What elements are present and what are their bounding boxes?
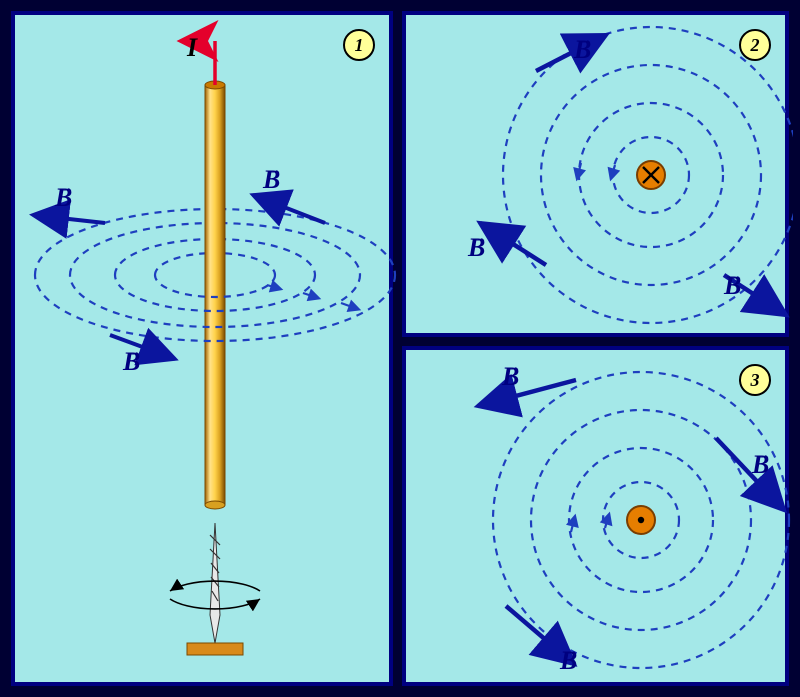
b-label-p2-2: →B [468, 233, 485, 263]
b-label-p1-2: →B [263, 165, 280, 195]
current-out-of-page [627, 506, 655, 534]
panel-3-svg [406, 350, 793, 690]
b-label-p3-1: →B [502, 362, 519, 392]
b-label-p1-3: →B [123, 347, 140, 377]
b-label-p2-1: →B [574, 35, 591, 65]
b-label-p1-1: →B [55, 183, 72, 213]
b-vectors-p1 [33, 195, 325, 359]
b-label-p3-2: →B [752, 450, 769, 480]
panel-2: 2 →B →B →B [402, 11, 789, 337]
panel-1: 1 [11, 11, 393, 686]
current-into-page [637, 161, 665, 189]
panel-3: 3 →B →B →B [402, 346, 789, 686]
wire-conductor [205, 81, 225, 509]
gimlet-screw [170, 523, 260, 655]
current-label: I [187, 33, 197, 63]
b-label-p3-3: →B [560, 646, 577, 676]
b-label-p2-3: →B [724, 271, 741, 301]
panel-1-svg [15, 15, 397, 690]
